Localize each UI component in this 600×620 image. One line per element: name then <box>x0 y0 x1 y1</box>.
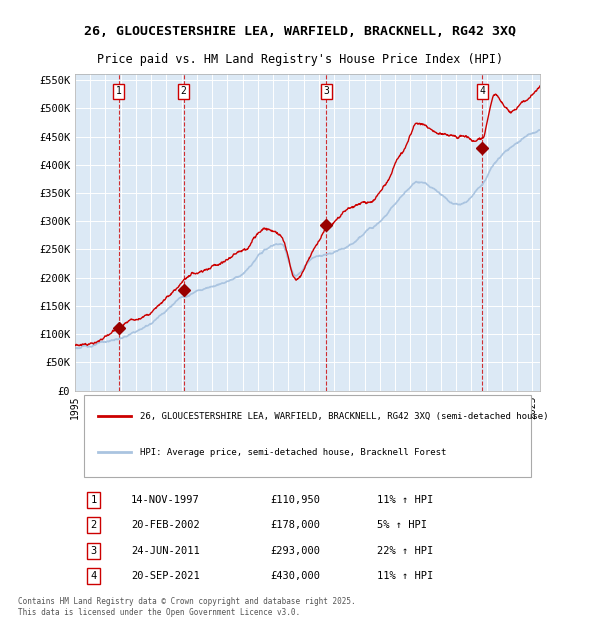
Text: 4: 4 <box>91 571 97 581</box>
Text: 14-NOV-1997: 14-NOV-1997 <box>131 495 200 505</box>
Text: 2: 2 <box>181 86 187 96</box>
Text: 3: 3 <box>323 86 329 96</box>
Text: £178,000: £178,000 <box>270 520 320 530</box>
Text: 20-FEB-2002: 20-FEB-2002 <box>131 520 200 530</box>
Text: 26, GLOUCESTERSHIRE LEA, WARFIELD, BRACKNELL, RG42 3XQ: 26, GLOUCESTERSHIRE LEA, WARFIELD, BRACK… <box>84 25 516 38</box>
Text: £110,950: £110,950 <box>270 495 320 505</box>
Text: HPI: Average price, semi-detached house, Bracknell Forest: HPI: Average price, semi-detached house,… <box>140 448 446 457</box>
Text: £293,000: £293,000 <box>270 546 320 556</box>
Text: 11% ↑ HPI: 11% ↑ HPI <box>377 495 433 505</box>
Text: 26, GLOUCESTERSHIRE LEA, WARFIELD, BRACKNELL, RG42 3XQ (semi-detached house): 26, GLOUCESTERSHIRE LEA, WARFIELD, BRACK… <box>140 412 548 420</box>
Text: 2: 2 <box>91 520 97 530</box>
Text: 22% ↑ HPI: 22% ↑ HPI <box>377 546 433 556</box>
Text: 11% ↑ HPI: 11% ↑ HPI <box>377 571 433 581</box>
Text: 20-SEP-2021: 20-SEP-2021 <box>131 571 200 581</box>
Text: £430,000: £430,000 <box>270 571 320 581</box>
FancyBboxPatch shape <box>84 395 531 477</box>
Text: 24-JUN-2011: 24-JUN-2011 <box>131 546 200 556</box>
Text: 4: 4 <box>479 86 485 96</box>
Text: 1: 1 <box>91 495 97 505</box>
Text: Price paid vs. HM Land Registry's House Price Index (HPI): Price paid vs. HM Land Registry's House … <box>97 53 503 66</box>
Text: 5% ↑ HPI: 5% ↑ HPI <box>377 520 427 530</box>
Text: Contains HM Land Registry data © Crown copyright and database right 2025.
This d: Contains HM Land Registry data © Crown c… <box>18 598 356 617</box>
Text: 3: 3 <box>91 546 97 556</box>
Text: 1: 1 <box>116 86 122 96</box>
